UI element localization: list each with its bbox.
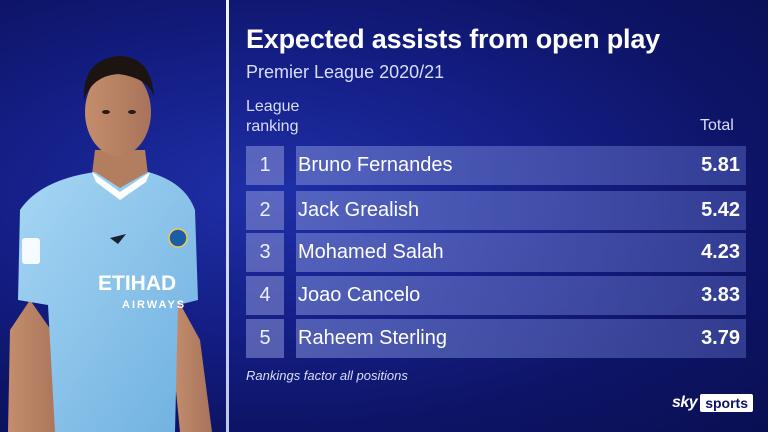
rank-header-line1: League xyxy=(246,98,300,115)
total-column-header: Total xyxy=(700,117,734,134)
player-bar: Joao Cancelo 3.83 xyxy=(296,276,746,315)
player-name: Jack Grealish xyxy=(298,199,420,221)
rank-column-header: League ranking xyxy=(246,97,326,137)
player-bar: Raheem Sterling 3.79 xyxy=(296,319,746,358)
player-name: Bruno Fernandes xyxy=(298,154,453,176)
sky-sports-logo: sky sports xyxy=(672,392,753,414)
total-value: 4.23 xyxy=(701,241,740,263)
player-bar: Mohamed Salah 4.23 xyxy=(296,233,746,272)
total-value: 5.81 xyxy=(701,154,740,176)
rank-header-line2: ranking xyxy=(246,118,299,135)
table-row: 2 Jack Grealish 5.42 xyxy=(246,191,746,230)
total-value: 5.42 xyxy=(701,199,740,221)
player-name: Raheem Sterling xyxy=(298,327,447,349)
rank-cell: 4 xyxy=(246,276,284,315)
player-name: Mohamed Salah xyxy=(298,241,444,263)
player-image: ETIHAD AIRWAYS xyxy=(0,0,232,432)
page-title: Expected assists from open play xyxy=(246,24,660,54)
panel-divider xyxy=(226,0,229,432)
shirt-sponsor-line2: AIRWAYS xyxy=(122,299,186,311)
logo-sports-text: sports xyxy=(700,394,753,412)
total-value: 3.79 xyxy=(701,327,740,349)
player-name: Joao Cancelo xyxy=(298,284,421,306)
page-subtitle: Premier League 2020/21 xyxy=(246,62,445,82)
rank-cell: 3 xyxy=(246,233,284,272)
player-photo-illustration: ETIHAD AIRWAYS xyxy=(8,56,212,432)
table-row: 4 Joao Cancelo 3.83 xyxy=(246,276,746,315)
player-bar: Bruno Fernandes 5.81 xyxy=(296,146,746,185)
table-row: 5 Raheem Sterling 3.79 xyxy=(246,319,746,358)
table-row: 3 Mohamed Salah 4.23 xyxy=(246,233,746,272)
table-row: 1 Bruno Fernandes 5.81 xyxy=(246,146,746,185)
rank-cell: 1 xyxy=(246,146,284,185)
player-bar: Jack Grealish 5.42 xyxy=(296,191,746,230)
total-value: 3.83 xyxy=(701,284,740,306)
shirt-sponsor-line1: ETIHAD xyxy=(98,272,176,295)
logo-sky-text: sky xyxy=(672,394,698,411)
footnote: Rankings factor all positions xyxy=(246,368,408,383)
rank-cell: 2 xyxy=(246,191,284,230)
rank-cell: 5 xyxy=(246,319,284,358)
